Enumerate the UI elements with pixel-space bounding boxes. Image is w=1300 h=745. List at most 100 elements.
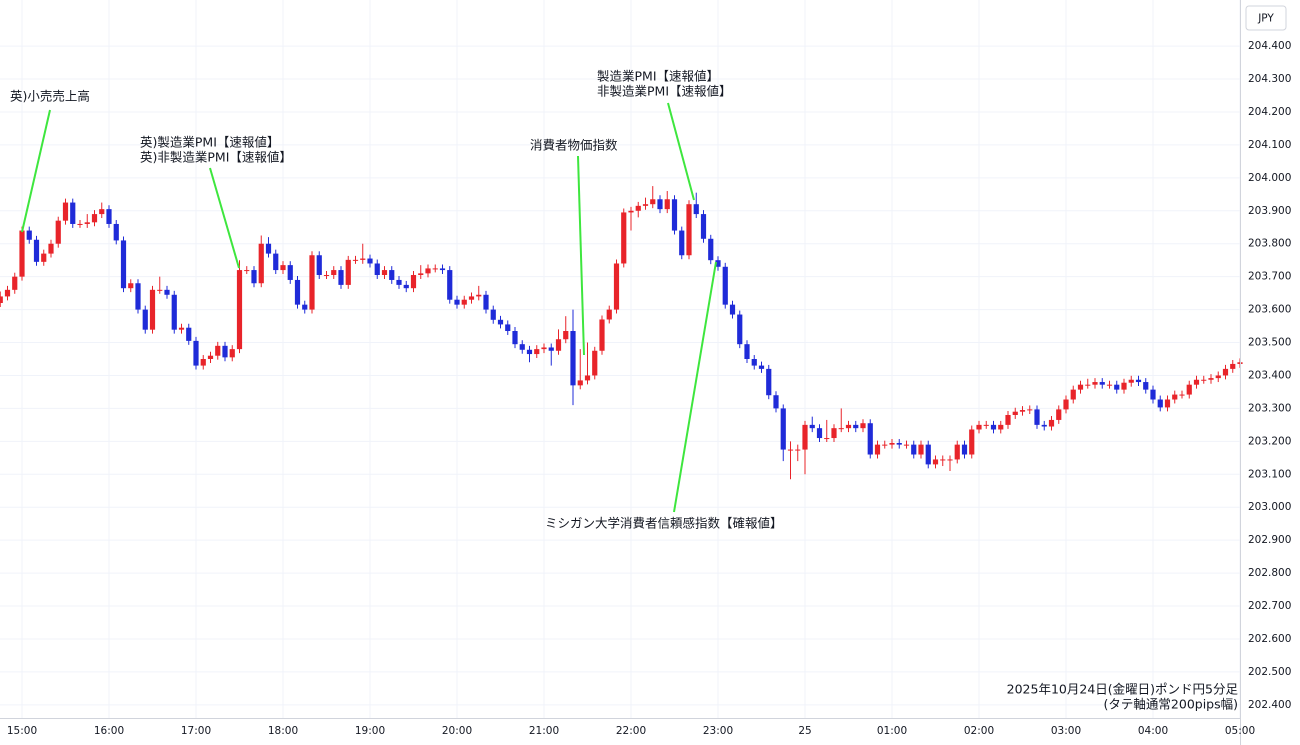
- y-tick-label: 203.800: [1248, 238, 1291, 250]
- candle-body: [106, 209, 112, 224]
- candle-body: [911, 444, 917, 455]
- candle-body: [838, 428, 844, 430]
- annotation-text: 非製造業PMI【速報値】: [597, 84, 732, 99]
- x-tick-label: 02:00: [964, 725, 994, 737]
- candle-body: [650, 199, 656, 205]
- candle-body: [360, 258, 366, 260]
- candle-body: [969, 429, 975, 455]
- candle-body: [0, 296, 3, 304]
- candle-body: [853, 424, 859, 429]
- candle-body: [700, 214, 707, 239]
- candle-body: [599, 319, 605, 351]
- candle-body: [396, 279, 402, 285]
- x-tick-label: 22:00: [616, 725, 646, 737]
- candle-body: [947, 459, 953, 461]
- annotation-line: [577, 155, 585, 356]
- candle-body: [48, 243, 54, 254]
- candle-body: [1027, 409, 1033, 411]
- candle-body: [309, 255, 315, 310]
- candle-body: [990, 424, 997, 430]
- candle-body: [316, 255, 322, 276]
- candle-body: [903, 444, 910, 446]
- x-tick-label: 03:00: [1051, 725, 1081, 737]
- candle-body: [932, 459, 939, 465]
- candle-body: [664, 199, 670, 210]
- candle-body: [483, 294, 489, 310]
- candle-body: [1157, 399, 1163, 408]
- candle-body: [548, 347, 554, 351]
- y-tick-label: 203.400: [1248, 369, 1291, 381]
- candle-body: [1222, 368, 1229, 376]
- candle-body: [613, 263, 620, 310]
- y-tick-label: 202.500: [1248, 666, 1291, 678]
- candle-body: [802, 424, 808, 450]
- y-tick-label: 203.100: [1248, 468, 1291, 480]
- candle-body: [882, 444, 888, 446]
- candle-body: [381, 270, 388, 276]
- candle-body: [331, 270, 337, 276]
- candle-body: [961, 444, 968, 455]
- candle-body: [142, 309, 148, 330]
- candle-body: [454, 299, 460, 305]
- y-tick-label: 204.100: [1248, 139, 1291, 151]
- candle-body: [1063, 399, 1069, 410]
- candle-body: [62, 202, 69, 221]
- candle-body: [1128, 379, 1134, 383]
- candle-body: [628, 210, 634, 213]
- candle-body: [352, 259, 359, 261]
- y-tick-label: 204.200: [1248, 106, 1291, 118]
- candle-body: [555, 339, 562, 351]
- y-tick-label: 203.700: [1248, 271, 1291, 283]
- candle-body: [1179, 394, 1185, 396]
- candle-body: [889, 442, 895, 445]
- y-tick-label: 203.000: [1248, 501, 1291, 513]
- candle-body: [70, 202, 76, 224]
- candle-body: [41, 253, 47, 262]
- candle-body: [744, 344, 750, 359]
- candle-body: [33, 239, 40, 262]
- candle-body: [178, 327, 185, 330]
- candle-body: [200, 359, 206, 366]
- candle-body: [1070, 389, 1076, 400]
- candle-body: [570, 331, 576, 386]
- x-tick-label: 25: [798, 725, 811, 737]
- candle-body: [164, 289, 170, 295]
- candle-body: [186, 327, 192, 341]
- candle-body: [519, 344, 525, 350]
- x-tick-label: 19:00: [355, 725, 385, 737]
- candle-body: [1106, 384, 1113, 386]
- candle-body: [686, 204, 692, 256]
- candle-body: [323, 275, 330, 277]
- candle-body: [113, 223, 119, 241]
- candle-body: [1201, 379, 1207, 381]
- candle-body: [468, 296, 475, 300]
- candle-body: [367, 258, 373, 264]
- annotation-line: [21, 109, 51, 233]
- candle-body: [918, 444, 924, 455]
- candle-body: [287, 265, 293, 280]
- candle-body: [642, 204, 649, 206]
- candle-body: [1135, 379, 1142, 383]
- annotation-text: 製造業PMI【速報値】: [597, 69, 719, 84]
- candle-body: [403, 284, 409, 289]
- x-tick-label: 04:00: [1138, 725, 1168, 737]
- candle-body: [1099, 382, 1105, 385]
- x-tick-label: 15:00: [7, 725, 37, 737]
- candle-body: [795, 449, 801, 451]
- candle-body: [207, 355, 214, 359]
- candle-body: [193, 340, 199, 366]
- annotation-line: [209, 167, 240, 269]
- candle-body: [19, 230, 25, 277]
- candle-body: [1230, 363, 1236, 369]
- candle-body: [215, 345, 221, 356]
- candle-body: [512, 331, 518, 345]
- candle-body: [592, 350, 598, 376]
- candle-body: [787, 449, 794, 451]
- candle-body: [606, 309, 612, 320]
- candle-body: [4, 289, 11, 297]
- candle-body: [55, 220, 61, 244]
- candle-body: [577, 380, 583, 386]
- candle-body: [729, 304, 736, 315]
- candle-body: [1193, 379, 1200, 385]
